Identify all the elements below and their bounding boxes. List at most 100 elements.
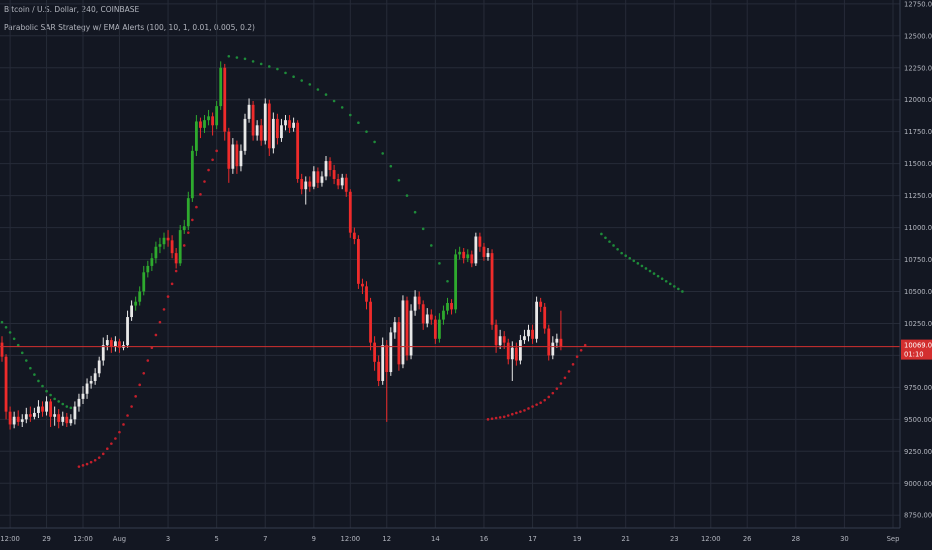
sar-dot: [405, 194, 409, 197]
x-tick-label: 14: [431, 535, 440, 543]
candle-body: [28, 414, 32, 417]
candle-body: [466, 254, 470, 259]
sar-dot: [187, 231, 190, 234]
sar-dot: [126, 414, 129, 417]
candle-body: [429, 314, 433, 320]
sar-dot: [20, 351, 24, 355]
candle-body: [12, 416, 16, 425]
sar-dot: [37, 379, 40, 383]
candle-body: [97, 360, 101, 374]
sar-dot: [563, 376, 567, 380]
candle-body: [37, 406, 40, 413]
sar-dot: [29, 366, 32, 370]
candle-body: [474, 236, 478, 264]
sar-dot: [531, 405, 534, 408]
sar-dot: [81, 464, 85, 467]
candle-body: [373, 342, 376, 362]
candle-body: [280, 125, 283, 139]
candle-body: [413, 296, 417, 311]
candle-body: [223, 67, 227, 132]
indicator-legend: Parabolic SAR Strategy w/ EMA Alerts (10…: [4, 23, 255, 32]
sar-dot: [612, 244, 615, 247]
x-tick-label: 9: [312, 535, 316, 543]
x-tick-label: 12: [382, 535, 391, 543]
sar-dot: [106, 447, 109, 451]
sar-dot: [624, 254, 627, 257]
candle-body: [446, 302, 449, 311]
y-tick-label: 10750.00: [904, 256, 932, 264]
candle-body: [81, 393, 85, 399]
candle-body: [292, 122, 295, 128]
sar-dot: [65, 405, 69, 408]
sar-dot: [604, 236, 607, 240]
candle-body: [57, 414, 61, 422]
candle-body: [527, 329, 530, 337]
sar-dot: [324, 93, 328, 96]
sar-dot: [681, 290, 684, 293]
parabolic-sar-dots: [0, 54, 684, 468]
candle-body: [316, 171, 320, 183]
candle-body: [547, 328, 551, 356]
sar-dot: [620, 251, 623, 255]
sar-dot: [191, 218, 194, 222]
last-price-label: 10069.02: [904, 342, 932, 350]
x-tick-label: 23: [670, 535, 679, 543]
candle-body: [519, 340, 522, 361]
x-tick-label: 12:00: [341, 535, 361, 543]
candle-body: [203, 120, 206, 128]
sar-dot: [93, 458, 97, 462]
sar-dot: [292, 75, 295, 79]
candle-body: [190, 150, 194, 199]
chart-title: Bitcoin / U.S. Dollar, 240, COINBASE: [4, 5, 140, 14]
candle-body: [551, 342, 555, 356]
sar-dot: [628, 256, 632, 260]
sar-dot: [413, 210, 417, 214]
y-tick-label: 12000.00: [904, 96, 932, 104]
candle-body: [207, 116, 210, 121]
candle-body: [271, 118, 275, 149]
candle-body: [385, 345, 389, 373]
sar-dot: [195, 205, 198, 209]
candle-body: [405, 300, 409, 356]
x-tick-label: 19: [573, 535, 582, 543]
sar-dot: [251, 60, 255, 63]
candle-body: [239, 150, 243, 167]
candle-body: [259, 125, 263, 141]
sar-dot: [349, 113, 352, 117]
candle-body: [251, 104, 255, 136]
x-tick-label: 5: [214, 535, 218, 543]
sar-dot: [677, 287, 680, 291]
candle-body: [389, 332, 393, 373]
candle-body: [433, 319, 437, 339]
sar-dot: [656, 274, 660, 278]
candlesticks: [0, 61, 563, 430]
sar-dot: [61, 402, 65, 406]
time-axis[interactable]: 12:00 29 12:00 Aug 3 5 7 9 12:00 12 14 16 17 19 21 23 12…: [0, 527, 900, 550]
y-tick-label: 12750.00: [904, 0, 932, 8]
time-axis-bg: [0, 528, 900, 550]
candle-body: [195, 121, 198, 151]
candle-body: [409, 310, 413, 356]
y-tick-label: 9500.00: [904, 416, 932, 424]
candle-body: [199, 121, 202, 128]
candle-body: [486, 253, 490, 257]
candle-body: [450, 302, 453, 310]
sar-dot: [539, 401, 542, 405]
candle-body: [348, 191, 352, 233]
y-tick-label: 12250.00: [904, 64, 932, 72]
sar-dot: [0, 320, 4, 324]
sar-dot: [365, 130, 368, 133]
candle-body: [482, 246, 486, 257]
sar-dot: [12, 337, 16, 341]
candle-body: [215, 106, 219, 126]
sar-dot: [300, 79, 304, 82]
price-axis[interactable]: 8750.009000.009250.009500.009750.0010000…: [899, 0, 932, 550]
candle-body: [101, 345, 105, 361]
x-tick-label: 7: [263, 535, 267, 543]
sar-dot: [668, 282, 672, 286]
x-tick-label: Aug: [113, 535, 126, 543]
candle-body: [150, 258, 154, 266]
candle-body: [73, 406, 77, 420]
candle-body: [231, 144, 235, 169]
